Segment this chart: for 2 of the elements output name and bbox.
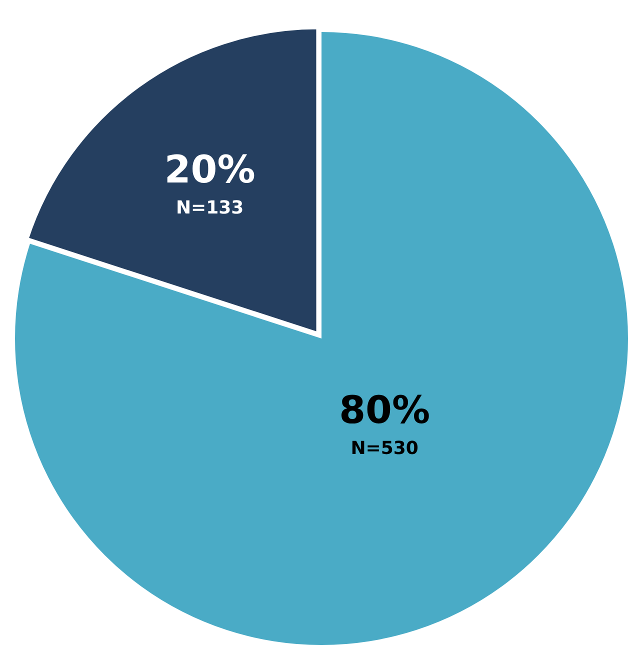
data-label: 80% N=530 (339, 388, 430, 459)
data-label: 20% N=133 (164, 148, 256, 218)
